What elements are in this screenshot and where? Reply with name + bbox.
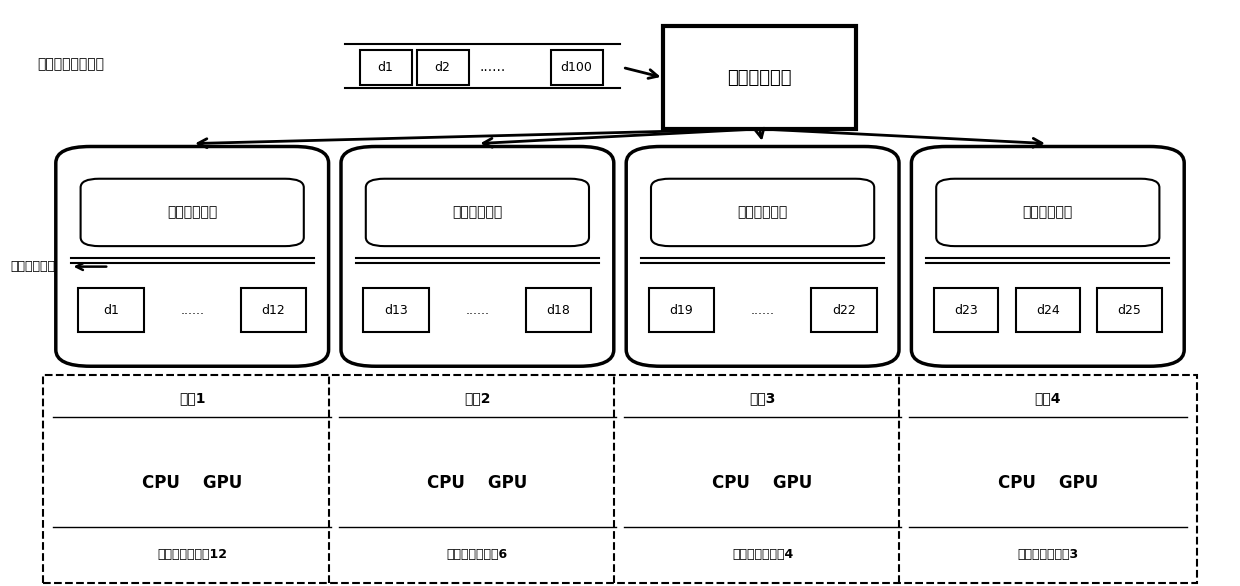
- Text: 当前任务全部数据: 当前任务全部数据: [37, 57, 104, 71]
- FancyBboxPatch shape: [911, 146, 1184, 366]
- Text: 计算能力权値：3: 计算能力权値：3: [1017, 548, 1079, 561]
- Bar: [363, 288, 429, 332]
- Text: d1: d1: [378, 61, 393, 74]
- Bar: [551, 50, 603, 85]
- FancyBboxPatch shape: [366, 179, 589, 246]
- FancyBboxPatch shape: [936, 179, 1159, 246]
- Bar: [241, 288, 306, 332]
- Text: ......: ......: [180, 304, 205, 317]
- FancyBboxPatch shape: [651, 179, 874, 246]
- Text: d2: d2: [435, 61, 450, 74]
- Bar: [1016, 288, 1080, 332]
- Text: CPU    GPU: CPU GPU: [998, 474, 1097, 492]
- Text: CPU    GPU: CPU GPU: [713, 474, 812, 492]
- Text: d24: d24: [1035, 304, 1060, 317]
- Bar: [526, 288, 591, 332]
- FancyBboxPatch shape: [341, 146, 614, 366]
- Bar: [649, 288, 714, 332]
- Bar: [1097, 288, 1162, 332]
- Text: ......: ......: [750, 304, 775, 317]
- Text: d25: d25: [1117, 304, 1142, 317]
- Text: ......: ......: [479, 60, 506, 74]
- Text: 计算能力权値：12: 计算能力权値：12: [157, 548, 227, 561]
- Bar: [78, 288, 144, 332]
- Bar: [934, 288, 998, 332]
- Text: d13: d13: [384, 304, 408, 317]
- Text: d12: d12: [262, 304, 285, 317]
- Text: d22: d22: [832, 304, 856, 317]
- Text: CPU    GPU: CPU GPU: [428, 474, 527, 492]
- FancyBboxPatch shape: [81, 179, 304, 246]
- Text: 节点3: 节点3: [749, 391, 776, 406]
- Bar: [663, 26, 856, 129]
- Bar: [43, 375, 1197, 583]
- Bar: [417, 50, 469, 85]
- FancyBboxPatch shape: [626, 146, 899, 366]
- Text: 全局调度模块: 全局调度模块: [727, 69, 792, 87]
- Text: 节点调度模块: 节点调度模块: [1023, 206, 1073, 219]
- Text: 节点4: 节点4: [1034, 391, 1061, 406]
- Text: d100: d100: [560, 61, 593, 74]
- Text: d19: d19: [670, 304, 693, 317]
- Text: 节点调度模块: 节点调度模块: [738, 206, 787, 219]
- FancyBboxPatch shape: [56, 146, 329, 366]
- Text: d23: d23: [954, 304, 978, 317]
- Text: ......: ......: [465, 304, 490, 317]
- Text: 当前处理队列: 当前处理队列: [10, 260, 55, 273]
- Bar: [811, 288, 877, 332]
- Text: 节点调度模块: 节点调度模块: [453, 206, 502, 219]
- Text: d18: d18: [547, 304, 570, 317]
- Text: 计算能力权値：4: 计算能力权値：4: [732, 548, 794, 561]
- Text: 节点1: 节点1: [179, 391, 206, 406]
- Text: CPU    GPU: CPU GPU: [143, 474, 242, 492]
- Text: 节点调度模块: 节点调度模块: [167, 206, 217, 219]
- Bar: [360, 50, 412, 85]
- Text: d1: d1: [103, 304, 119, 317]
- Text: 计算能力权値：6: 计算能力权値：6: [446, 548, 508, 561]
- Text: 节点2: 节点2: [464, 391, 491, 406]
